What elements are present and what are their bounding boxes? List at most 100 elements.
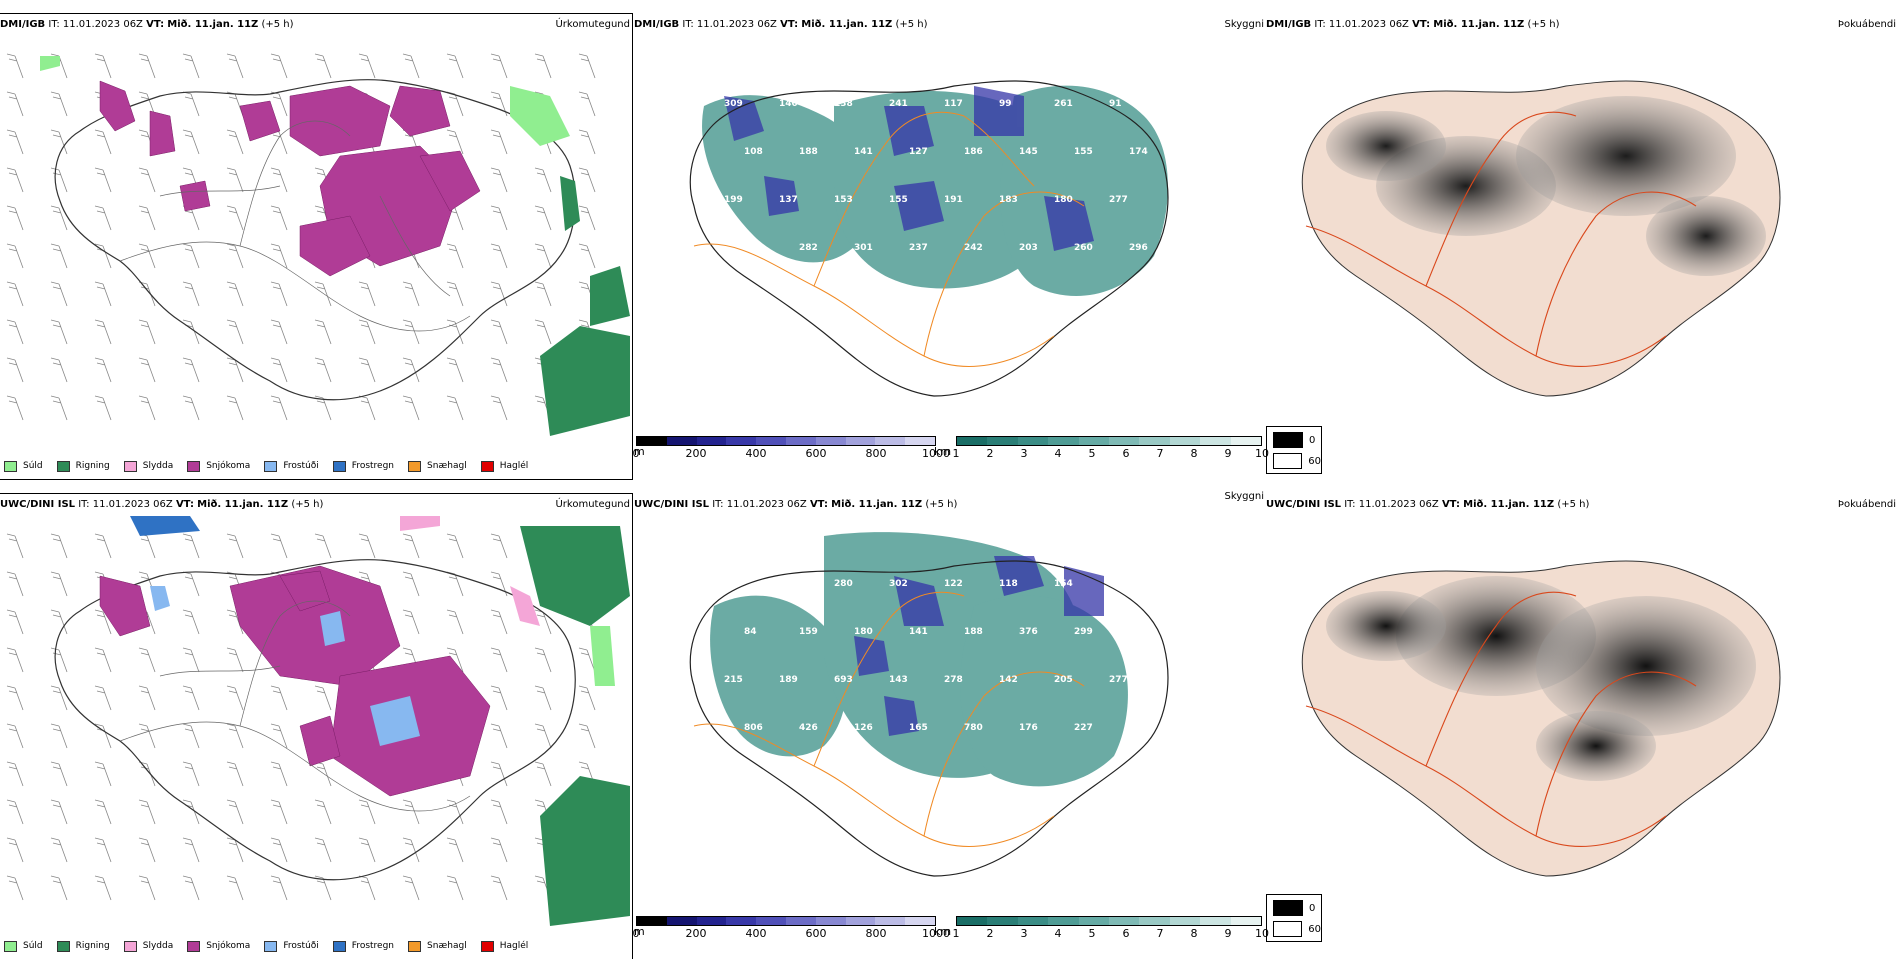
scale-tick-label: 2 [986,927,994,940]
wind-barb [138,357,156,383]
wind-barb [314,53,332,79]
precip-panel-bottom: UWC/DINI ISL IT: 11.01.2023 06Z VT: Mið.… [0,493,633,959]
wind-barb [270,533,288,559]
scale-swatch [1078,917,1110,925]
wind-barb [314,685,332,711]
scale-swatch [875,917,906,925]
station-label: 138 [834,99,853,109]
station-label: 199 [724,195,743,205]
wind-barb [182,837,200,863]
wind-barb [402,281,420,307]
wind-barb [50,875,68,901]
wind-barb [358,837,376,863]
station-label: 155 [1074,147,1093,157]
init-time: 11.01.2023 06Z [1358,499,1439,510]
wind-barb [226,395,244,421]
vt-label: VT: [809,499,828,510]
wind-barb [446,647,464,673]
wind-barb [226,723,244,749]
wind-barb [446,243,464,269]
wind-barb [138,533,156,559]
wind-barb [490,799,508,825]
wind-barb [138,395,156,421]
height-scale: 0 200 400 600 800 1000 m [633,916,950,940]
wind-barb [314,357,332,383]
scale-swatch [1230,437,1262,445]
init-time: 11.01.2023 06Z [726,499,807,510]
wind-barb [94,609,112,635]
lead-time: (+5 h) [261,19,294,30]
wind-barb [226,243,244,269]
precip-type-legend: Súld Rigning Slydda Snjókoma Frostúði Frostre… [4,459,542,473]
scale-swatch [905,437,935,445]
station-label: 376 [1019,627,1038,637]
station-label: 108 [744,147,763,157]
lead-time: (+5 h) [1527,19,1560,30]
wind-barb [578,723,596,749]
init-time: 11.01.2023 06Z [1328,19,1409,30]
visibility-panel-top: DMI/IGB IT: 11.01.2023 06Z VT: Mið. 11.j… [633,14,1270,479]
scale-tick-label: 1 [952,927,960,940]
scale-tick-label: 800 [865,927,887,940]
scale-tick-label: 200 [685,447,707,460]
iceland-outline [689,560,1169,877]
fog-legend-swatch [1273,453,1303,469]
wind-barb [138,243,156,269]
wind-barb [6,319,24,345]
wind-barb [6,243,24,269]
wind-barb [50,281,68,307]
scale-tick-label: 400 [745,447,767,460]
wind-barb [226,357,244,383]
scale-tick-label: 600 [805,447,827,460]
scale-swatch [815,917,846,925]
wind-barb [490,837,508,863]
panel-title: Þokuábendi [1837,19,1896,30]
wind-barb [446,609,464,635]
legend-label: Frostregn [351,941,395,951]
wind-barb [50,167,68,193]
valid-time: Mið. 11.jan. 11Z [1433,19,1525,30]
station-label: 127 [909,147,928,157]
wind-barb [6,761,24,787]
wind-barb [138,205,156,231]
road-network [119,120,471,332]
height-unit: m [634,445,645,458]
scale-tick-label: 200 [685,927,707,940]
wind-barb [490,609,508,635]
panel-header: DMI/IGB IT: 11.01.2023 06Z VT: Mið. 11.j… [1266,14,1898,36]
vt-label: VT: [175,499,194,510]
wind-barb [94,533,112,559]
wind-barb [402,799,420,825]
wind-barb [490,533,508,559]
valid-time: Mið. 11.jan. 11Z [831,499,923,510]
scale-tick-label: 1 [952,447,960,460]
legend-label: Snjókoma [206,941,251,951]
wind-barb [402,875,420,901]
wind-barb [270,357,288,383]
scale-swatch [957,917,988,925]
wind-barb [358,533,376,559]
init-time: 11.01.2023 06Z [62,19,143,30]
wind-barb [270,129,288,155]
wind-barb [270,53,288,79]
wind-barb [534,53,552,79]
iceland-outline [54,559,576,881]
visibility-scale: 1 2 3 4 5 6 7 8 9 10 km [934,436,1269,460]
it-label: IT: [48,19,60,30]
station-label: 180 [1054,195,1073,205]
station-label: 137 [779,195,798,205]
fog-index-panel-top: DMI/IGB IT: 11.01.2023 06Z VT: Mið. 11.j… [1266,14,1898,479]
wind-barb [270,243,288,269]
scale-swatch [1078,437,1110,445]
station-label: 242 [964,243,983,253]
panel-title: Úrkomutegund [555,499,630,510]
lead-time: (+5 h) [895,19,928,30]
model-name: DMI/IGB [0,19,46,30]
wind-barb [226,281,244,307]
panel-title: Skyggni [1224,19,1264,30]
wind-barb [358,875,376,901]
legend-item: Haglél [480,459,528,473]
panel-header: DMI/IGB IT: 11.01.2023 06Z VT: Mið. 11.j… [0,14,632,36]
station-label: 227 [1074,723,1093,733]
station-label: 153 [834,195,853,205]
